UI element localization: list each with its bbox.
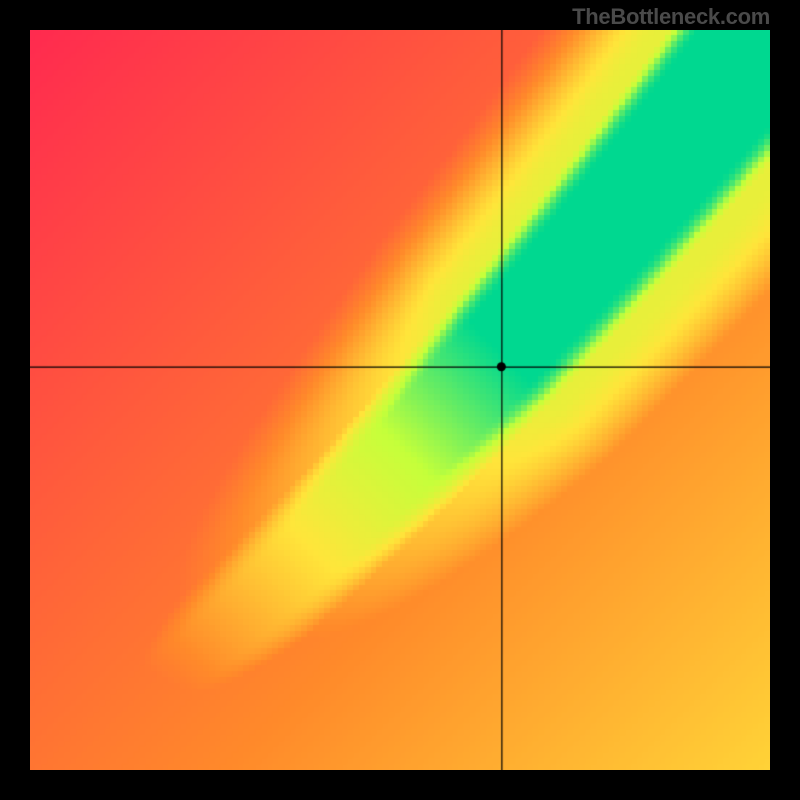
heatmap-frame bbox=[30, 30, 770, 770]
chart-container: TheBottleneck.com bbox=[0, 0, 800, 800]
watermark-text: TheBottleneck.com bbox=[572, 4, 770, 30]
bottleneck-heatmap bbox=[30, 30, 770, 770]
